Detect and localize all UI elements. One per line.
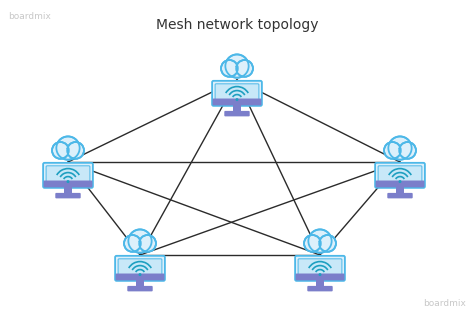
Bar — [388, 149, 411, 155]
Bar — [316, 279, 324, 287]
Bar — [233, 104, 241, 112]
Circle shape — [56, 137, 80, 160]
FancyBboxPatch shape — [55, 193, 81, 198]
Text: boardmix: boardmix — [423, 299, 466, 308]
FancyBboxPatch shape — [116, 274, 164, 280]
FancyBboxPatch shape — [375, 163, 425, 188]
FancyBboxPatch shape — [296, 274, 345, 280]
Bar — [396, 186, 404, 194]
Circle shape — [225, 54, 249, 78]
FancyBboxPatch shape — [118, 259, 162, 275]
FancyBboxPatch shape — [387, 193, 413, 198]
Circle shape — [319, 273, 321, 276]
FancyBboxPatch shape — [215, 84, 259, 100]
FancyBboxPatch shape — [295, 256, 345, 281]
Circle shape — [67, 142, 84, 159]
FancyBboxPatch shape — [128, 286, 153, 291]
Text: boardmix: boardmix — [8, 12, 51, 21]
FancyBboxPatch shape — [43, 163, 93, 188]
FancyBboxPatch shape — [375, 180, 424, 187]
Circle shape — [236, 60, 253, 77]
Circle shape — [399, 180, 401, 183]
Circle shape — [138, 273, 142, 276]
Circle shape — [124, 235, 141, 252]
Bar — [128, 242, 152, 248]
Circle shape — [52, 142, 69, 159]
Circle shape — [319, 235, 336, 252]
FancyBboxPatch shape — [44, 180, 92, 187]
Circle shape — [221, 60, 238, 77]
Circle shape — [128, 229, 152, 253]
FancyBboxPatch shape — [224, 111, 250, 116]
Circle shape — [139, 235, 156, 252]
Circle shape — [399, 142, 416, 159]
FancyBboxPatch shape — [46, 166, 90, 182]
FancyBboxPatch shape — [115, 256, 165, 281]
FancyBboxPatch shape — [307, 286, 333, 291]
FancyBboxPatch shape — [212, 81, 262, 106]
FancyBboxPatch shape — [298, 259, 342, 275]
FancyBboxPatch shape — [213, 99, 261, 105]
Bar — [136, 279, 144, 287]
Circle shape — [388, 137, 411, 160]
Bar — [225, 67, 249, 73]
FancyBboxPatch shape — [378, 166, 422, 182]
Bar — [56, 149, 80, 155]
Circle shape — [384, 142, 401, 159]
Circle shape — [304, 235, 321, 252]
Circle shape — [309, 229, 332, 253]
Circle shape — [66, 180, 70, 183]
Bar — [309, 242, 332, 248]
Circle shape — [236, 98, 238, 101]
Text: Mesh network topology: Mesh network topology — [156, 18, 318, 32]
Bar — [64, 186, 72, 194]
